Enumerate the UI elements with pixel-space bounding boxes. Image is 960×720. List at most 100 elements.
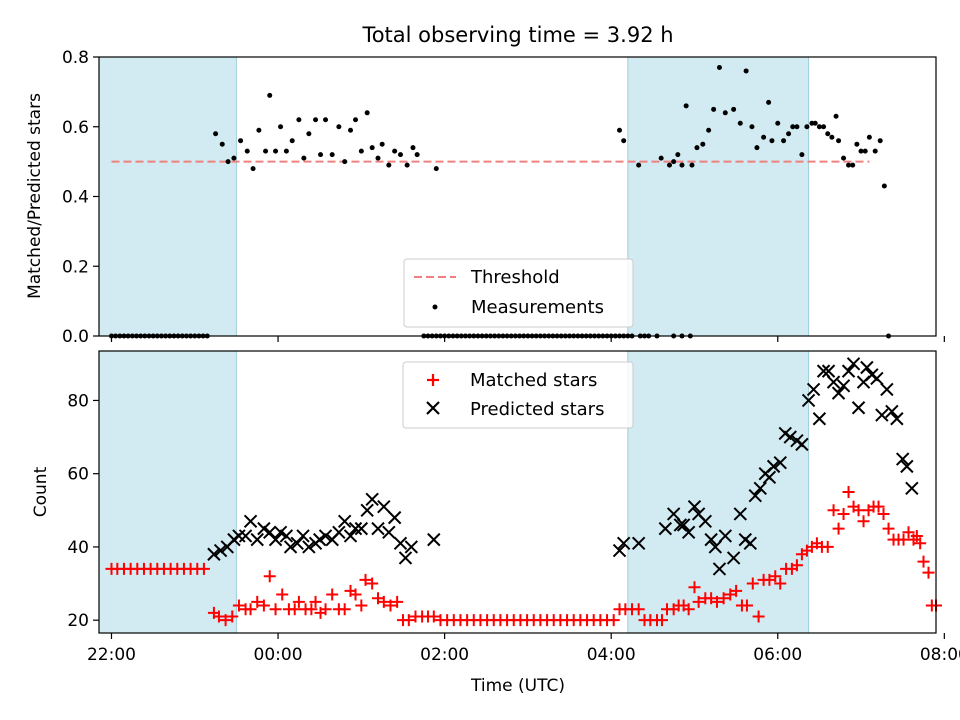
- matched-star-point: [914, 537, 927, 550]
- predicted-star-point: [382, 525, 396, 539]
- measurement-point: [706, 127, 712, 133]
- measurement-point: [296, 117, 302, 123]
- matched-star-point: [427, 610, 440, 623]
- predicted-star-point: [250, 532, 264, 547]
- measurement-point: [679, 162, 685, 168]
- measurement-point: [353, 117, 359, 123]
- measurement-point: [213, 131, 219, 137]
- predicted-star-point: [393, 536, 408, 550]
- predicted-star-point: [821, 364, 836, 378]
- measurement-point: [836, 138, 842, 144]
- bottom-y-tick-label: 60: [67, 465, 89, 485]
- top-shaded-interval: [627, 57, 810, 336]
- legend-measurements-swatch: [432, 304, 438, 310]
- measurement-point: [671, 159, 677, 165]
- measurement-point: [689, 162, 695, 168]
- matched-star-point: [257, 599, 270, 612]
- bottom-shading-layer: [99, 351, 810, 633]
- predicted-star-point: [905, 481, 919, 496]
- measurement-point: [301, 155, 307, 161]
- predicted-star-point: [766, 459, 781, 474]
- legend-predicted-label: Predicted stars: [470, 399, 604, 420]
- top-legend: Threshold Measurements: [403, 258, 634, 328]
- bottom-y-tick-label: 20: [67, 611, 89, 631]
- matched-star-point: [326, 588, 339, 601]
- predicted-star-point: [302, 540, 316, 554]
- matched-star-point: [232, 599, 245, 612]
- matched-star-point: [922, 566, 935, 579]
- measurement-point: [238, 138, 244, 144]
- predicted-star-point: [332, 525, 346, 539]
- bottom-x-tick-label: 00:00: [254, 645, 303, 665]
- predicted-star-point: [213, 543, 228, 558]
- bottom-shaded-interval: [99, 351, 237, 633]
- measurement-point: [862, 148, 868, 154]
- matched-star-point: [276, 588, 289, 601]
- predicted-star-point: [365, 492, 379, 507]
- predicted-star-point: [704, 532, 718, 547]
- legend-measurements-label: Measurements: [471, 297, 604, 318]
- measurement-point: [700, 141, 706, 147]
- predicted-star-point: [851, 401, 866, 415]
- top-y-tick-label: 0.6: [62, 118, 89, 138]
- legend-matched-swatch: [427, 374, 439, 386]
- measurement-point: [348, 127, 354, 133]
- matched-star-point: [359, 573, 372, 586]
- measurement-point: [278, 124, 284, 130]
- predicted-star-point: [263, 525, 277, 539]
- measurement-point: [392, 148, 398, 154]
- measurement-point: [737, 120, 743, 126]
- matched-star-point: [842, 486, 855, 498]
- top-panel: 0.00.20.40.60.8 Matched/Predicted stars …: [25, 48, 945, 347]
- measurement-point: [766, 99, 772, 105]
- matched-star-point: [710, 595, 723, 608]
- bottom-y-axis-label: Count: [31, 466, 51, 517]
- predicted-star-point: [666, 507, 681, 521]
- measurement-point: [694, 145, 700, 151]
- measurement-point: [781, 138, 787, 144]
- predicted-star-point: [812, 412, 827, 426]
- bottom-legend: Matched stars Predicted stars: [402, 361, 634, 429]
- measurement-point: [414, 152, 420, 158]
- measurement-point: [267, 92, 273, 98]
- measurement-point: [397, 152, 403, 158]
- matched-star-point: [790, 559, 803, 572]
- predicted-star-point: [387, 510, 402, 525]
- matched-star-point: [226, 610, 239, 623]
- bottom-y-tick-label: 80: [67, 391, 89, 411]
- matched-star-point: [269, 603, 282, 616]
- measurement-point: [877, 138, 883, 144]
- matched-star-point: [366, 577, 379, 590]
- x-axis-label: Time (UTC): [470, 676, 565, 696]
- predicted-star-point: [743, 536, 757, 550]
- top-y-axis-label: Matched/Predicted stars: [25, 93, 45, 299]
- matched-star-point: [338, 603, 351, 616]
- legend-matched-label: Matched stars: [470, 370, 597, 391]
- matched-star-point: [349, 588, 362, 601]
- bottom-series-layer: [105, 357, 942, 627]
- predicted-star-point: [631, 536, 646, 550]
- matched-star-point: [197, 562, 210, 575]
- matched-star-point: [827, 504, 840, 517]
- measurement-point: [318, 152, 324, 158]
- predicted-star-point: [238, 529, 253, 543]
- measurement-point: [375, 155, 381, 161]
- predicted-star-point: [783, 430, 797, 444]
- top-y-tick-label: 0.2: [62, 257, 89, 277]
- matched-star-point: [292, 595, 305, 608]
- measurement-point: [244, 148, 250, 154]
- matched-star-point: [730, 584, 743, 597]
- legend-predicted-swatch: [426, 401, 440, 415]
- predicted-star-point: [733, 507, 747, 521]
- matched-star-point: [877, 507, 890, 520]
- predicted-star-point: [398, 551, 413, 565]
- matched-star-point: [682, 603, 695, 616]
- measurement-point: [775, 120, 781, 126]
- matched-star-point: [752, 610, 765, 623]
- measurement-point: [306, 131, 312, 137]
- predicted-star-point: [698, 514, 713, 529]
- measurement-point: [219, 141, 225, 147]
- top-shading-layer: [99, 57, 810, 336]
- matched-star-point: [355, 599, 368, 612]
- matched-star-point: [607, 614, 620, 627]
